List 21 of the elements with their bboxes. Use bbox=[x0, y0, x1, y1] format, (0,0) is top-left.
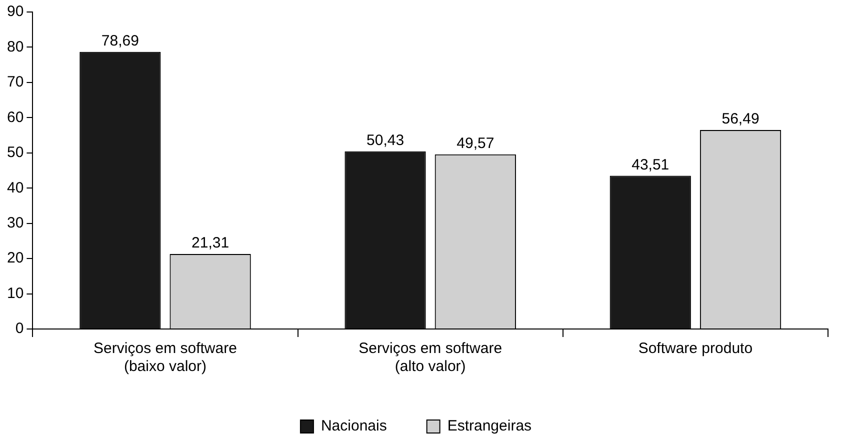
data-label: 21,31 bbox=[192, 234, 230, 252]
data-label: 43,51 bbox=[632, 156, 670, 174]
y-tick-label: 20 bbox=[6, 250, 24, 267]
y-tick-label: 0 bbox=[15, 320, 24, 338]
data-label: 50,43 bbox=[366, 132, 404, 150]
x-tick-label: Serviços em software (baixo valor) bbox=[94, 340, 237, 376]
data-label: 49,57 bbox=[456, 135, 494, 152]
y-tick-label: 60 bbox=[6, 108, 24, 126]
y-tick-label: 40 bbox=[6, 179, 24, 196]
y-tick-label: 70 bbox=[6, 74, 24, 91]
legend-label: Nacionais bbox=[320, 418, 387, 435]
data-label: 78,69 bbox=[101, 32, 139, 50]
y-tick-label: 10 bbox=[6, 284, 24, 302]
data-label: 56,49 bbox=[722, 110, 760, 128]
legend-label: Estrangeiras bbox=[447, 418, 532, 435]
y-tick-label: 30 bbox=[6, 214, 24, 232]
y-tick-label: 80 bbox=[6, 38, 24, 56]
x-tick-label: Software produto bbox=[638, 340, 753, 358]
x-tick-label: Serviços em software (alto valor) bbox=[358, 340, 502, 376]
y-tick-label: 90 bbox=[6, 3, 24, 20]
y-tick-label: 50 bbox=[6, 144, 24, 162]
